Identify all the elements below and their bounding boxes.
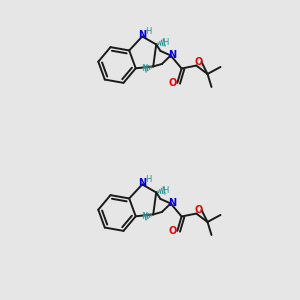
Text: H: H [141, 212, 147, 221]
Text: N: N [138, 30, 146, 40]
Text: N: N [138, 178, 146, 188]
Text: H: H [145, 27, 152, 36]
Text: N: N [168, 198, 176, 208]
Text: H: H [162, 186, 168, 195]
Text: H: H [145, 175, 152, 184]
Text: O: O [194, 205, 202, 214]
Text: H: H [141, 64, 147, 73]
Text: O: O [168, 78, 176, 88]
Text: O: O [168, 226, 176, 236]
Text: H: H [162, 38, 168, 47]
Text: N: N [168, 50, 176, 60]
Text: O: O [194, 57, 202, 67]
